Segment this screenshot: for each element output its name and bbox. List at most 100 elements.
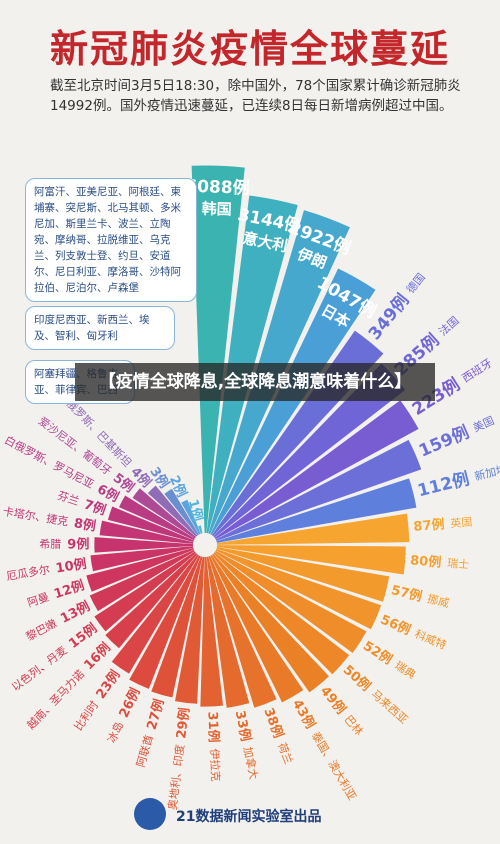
category-label: 马来西亚 <box>369 688 411 727</box>
category-label: 克罗地亚、厄瓜多尔 <box>0 562 51 592</box>
category-label: 美国 <box>471 414 496 435</box>
category-label: 英国 <box>450 515 473 531</box>
wedge <box>147 485 198 537</box>
wedge <box>174 556 205 704</box>
category-label: 巴林 <box>342 712 367 738</box>
category-label: 黎巴嫩 <box>23 616 59 644</box>
category-label: 奥地利、印度 <box>165 744 187 811</box>
wedge <box>89 549 195 612</box>
value-label: 52例 <box>360 638 395 668</box>
wedge <box>208 555 277 708</box>
value-label: 33例 <box>232 709 254 743</box>
wedge <box>107 506 194 542</box>
category-label: 挪威 <box>426 591 451 610</box>
value-label: 57例 <box>390 582 424 605</box>
value-label: 80例 <box>410 552 442 570</box>
wedge <box>164 488 199 536</box>
wedge <box>129 555 201 689</box>
wedge <box>211 553 330 693</box>
wedge <box>216 513 410 545</box>
wedge <box>216 478 417 543</box>
category-label: 希腊 <box>39 537 61 551</box>
wedge <box>198 525 203 534</box>
wedge <box>181 499 201 535</box>
overlay-caption: 【疫情全球降息,全球降息潮意味着什么】 <box>75 363 435 401</box>
wedge <box>215 439 422 542</box>
category-label: 加拿大 <box>241 746 261 781</box>
value-label: 29例 <box>173 707 193 740</box>
wedge <box>86 547 194 592</box>
wedge <box>90 546 194 572</box>
value-label: 6088例 <box>185 176 250 199</box>
value-label: 26例 <box>116 685 144 720</box>
wedge <box>210 268 376 536</box>
category-label: 卡塔尔、捷克 <box>2 504 69 528</box>
wedge <box>119 495 195 541</box>
value-label: 12例 <box>52 577 87 602</box>
wedge <box>200 556 224 707</box>
wedge <box>214 550 367 654</box>
category-label: 伊拉克 <box>207 748 222 782</box>
category-label: 韩国 <box>201 200 232 219</box>
category-label: 阿曼 <box>26 590 51 609</box>
category-label: 比利时 <box>72 699 101 734</box>
subtitle: 截至北京时间3月5日18:30，除中国外，78个国家累计确诊新冠肺炎14992例… <box>50 78 461 114</box>
value-label: 15例 <box>66 620 100 651</box>
category-label: 德国 <box>403 270 428 296</box>
value-label: 31例 <box>204 711 221 743</box>
group-box: 阿富汗、亚美尼亚、阿根廷、柬埔寨、突尼斯、北马其顿、多米尼加、斯里兰卡、波兰、立… <box>25 178 197 302</box>
value-label: 49例 <box>317 683 349 717</box>
value-label: 56例 <box>378 612 413 639</box>
wedge <box>132 488 196 539</box>
logo <box>134 798 166 830</box>
category-label: 冰岛 <box>104 719 126 745</box>
category-label: 泰国、澳大利亚 <box>309 729 360 803</box>
category-label: 新加坡 <box>473 462 500 484</box>
value-label: 23例 <box>93 667 124 702</box>
group-box: 印度尼西亚、新西兰、埃及、智利、匈牙利 <box>25 306 175 350</box>
value-label: 38例 <box>260 706 286 741</box>
category-label: 阿联酋 <box>133 733 156 769</box>
wedge <box>151 556 203 698</box>
title: 新冠肺炎疫情全球蔓延 <box>49 27 450 71</box>
wedge <box>210 554 304 703</box>
value-label: 27例 <box>144 697 168 731</box>
wedge <box>216 547 390 602</box>
value-label: 16例 <box>81 640 114 674</box>
category-label: 法国 <box>436 313 462 338</box>
value-label: 112例 <box>415 468 471 501</box>
value-label: 159例 <box>416 422 473 462</box>
value-label: 43例 <box>289 697 318 732</box>
value-label: 13例 <box>58 598 93 627</box>
wedge <box>94 551 196 632</box>
wedge <box>99 520 194 544</box>
wedge <box>216 545 406 575</box>
value-label: 9例 <box>67 536 89 552</box>
value-label: 87例 <box>413 516 445 535</box>
wedge <box>191 165 245 534</box>
category-label: 荷兰 <box>275 741 295 766</box>
category-label: 西班牙 <box>460 356 495 385</box>
value-label: 1例 <box>185 497 206 523</box>
category-label: 科威特 <box>413 626 449 652</box>
value-label: 7例 <box>82 496 108 518</box>
wedge <box>105 553 198 649</box>
wedge <box>94 537 194 553</box>
category-label: 芬兰 <box>56 489 81 508</box>
center-hole <box>193 533 217 557</box>
wedge <box>213 363 406 538</box>
wedge <box>213 552 350 675</box>
value-label: 50例 <box>340 662 374 695</box>
wedge <box>215 548 382 630</box>
footer: 21数据新闻实验室出品 <box>176 809 322 825</box>
wedge <box>214 400 419 540</box>
value-label: 8例 <box>73 515 97 534</box>
wedge <box>206 556 250 708</box>
category-label: 瑞士 <box>447 556 470 572</box>
category-label: 白俄罗斯、罗马尼亚 <box>2 433 96 492</box>
value-label: 10例 <box>54 556 87 577</box>
wedge <box>111 554 199 674</box>
category-label: 瑞典 <box>392 658 418 682</box>
